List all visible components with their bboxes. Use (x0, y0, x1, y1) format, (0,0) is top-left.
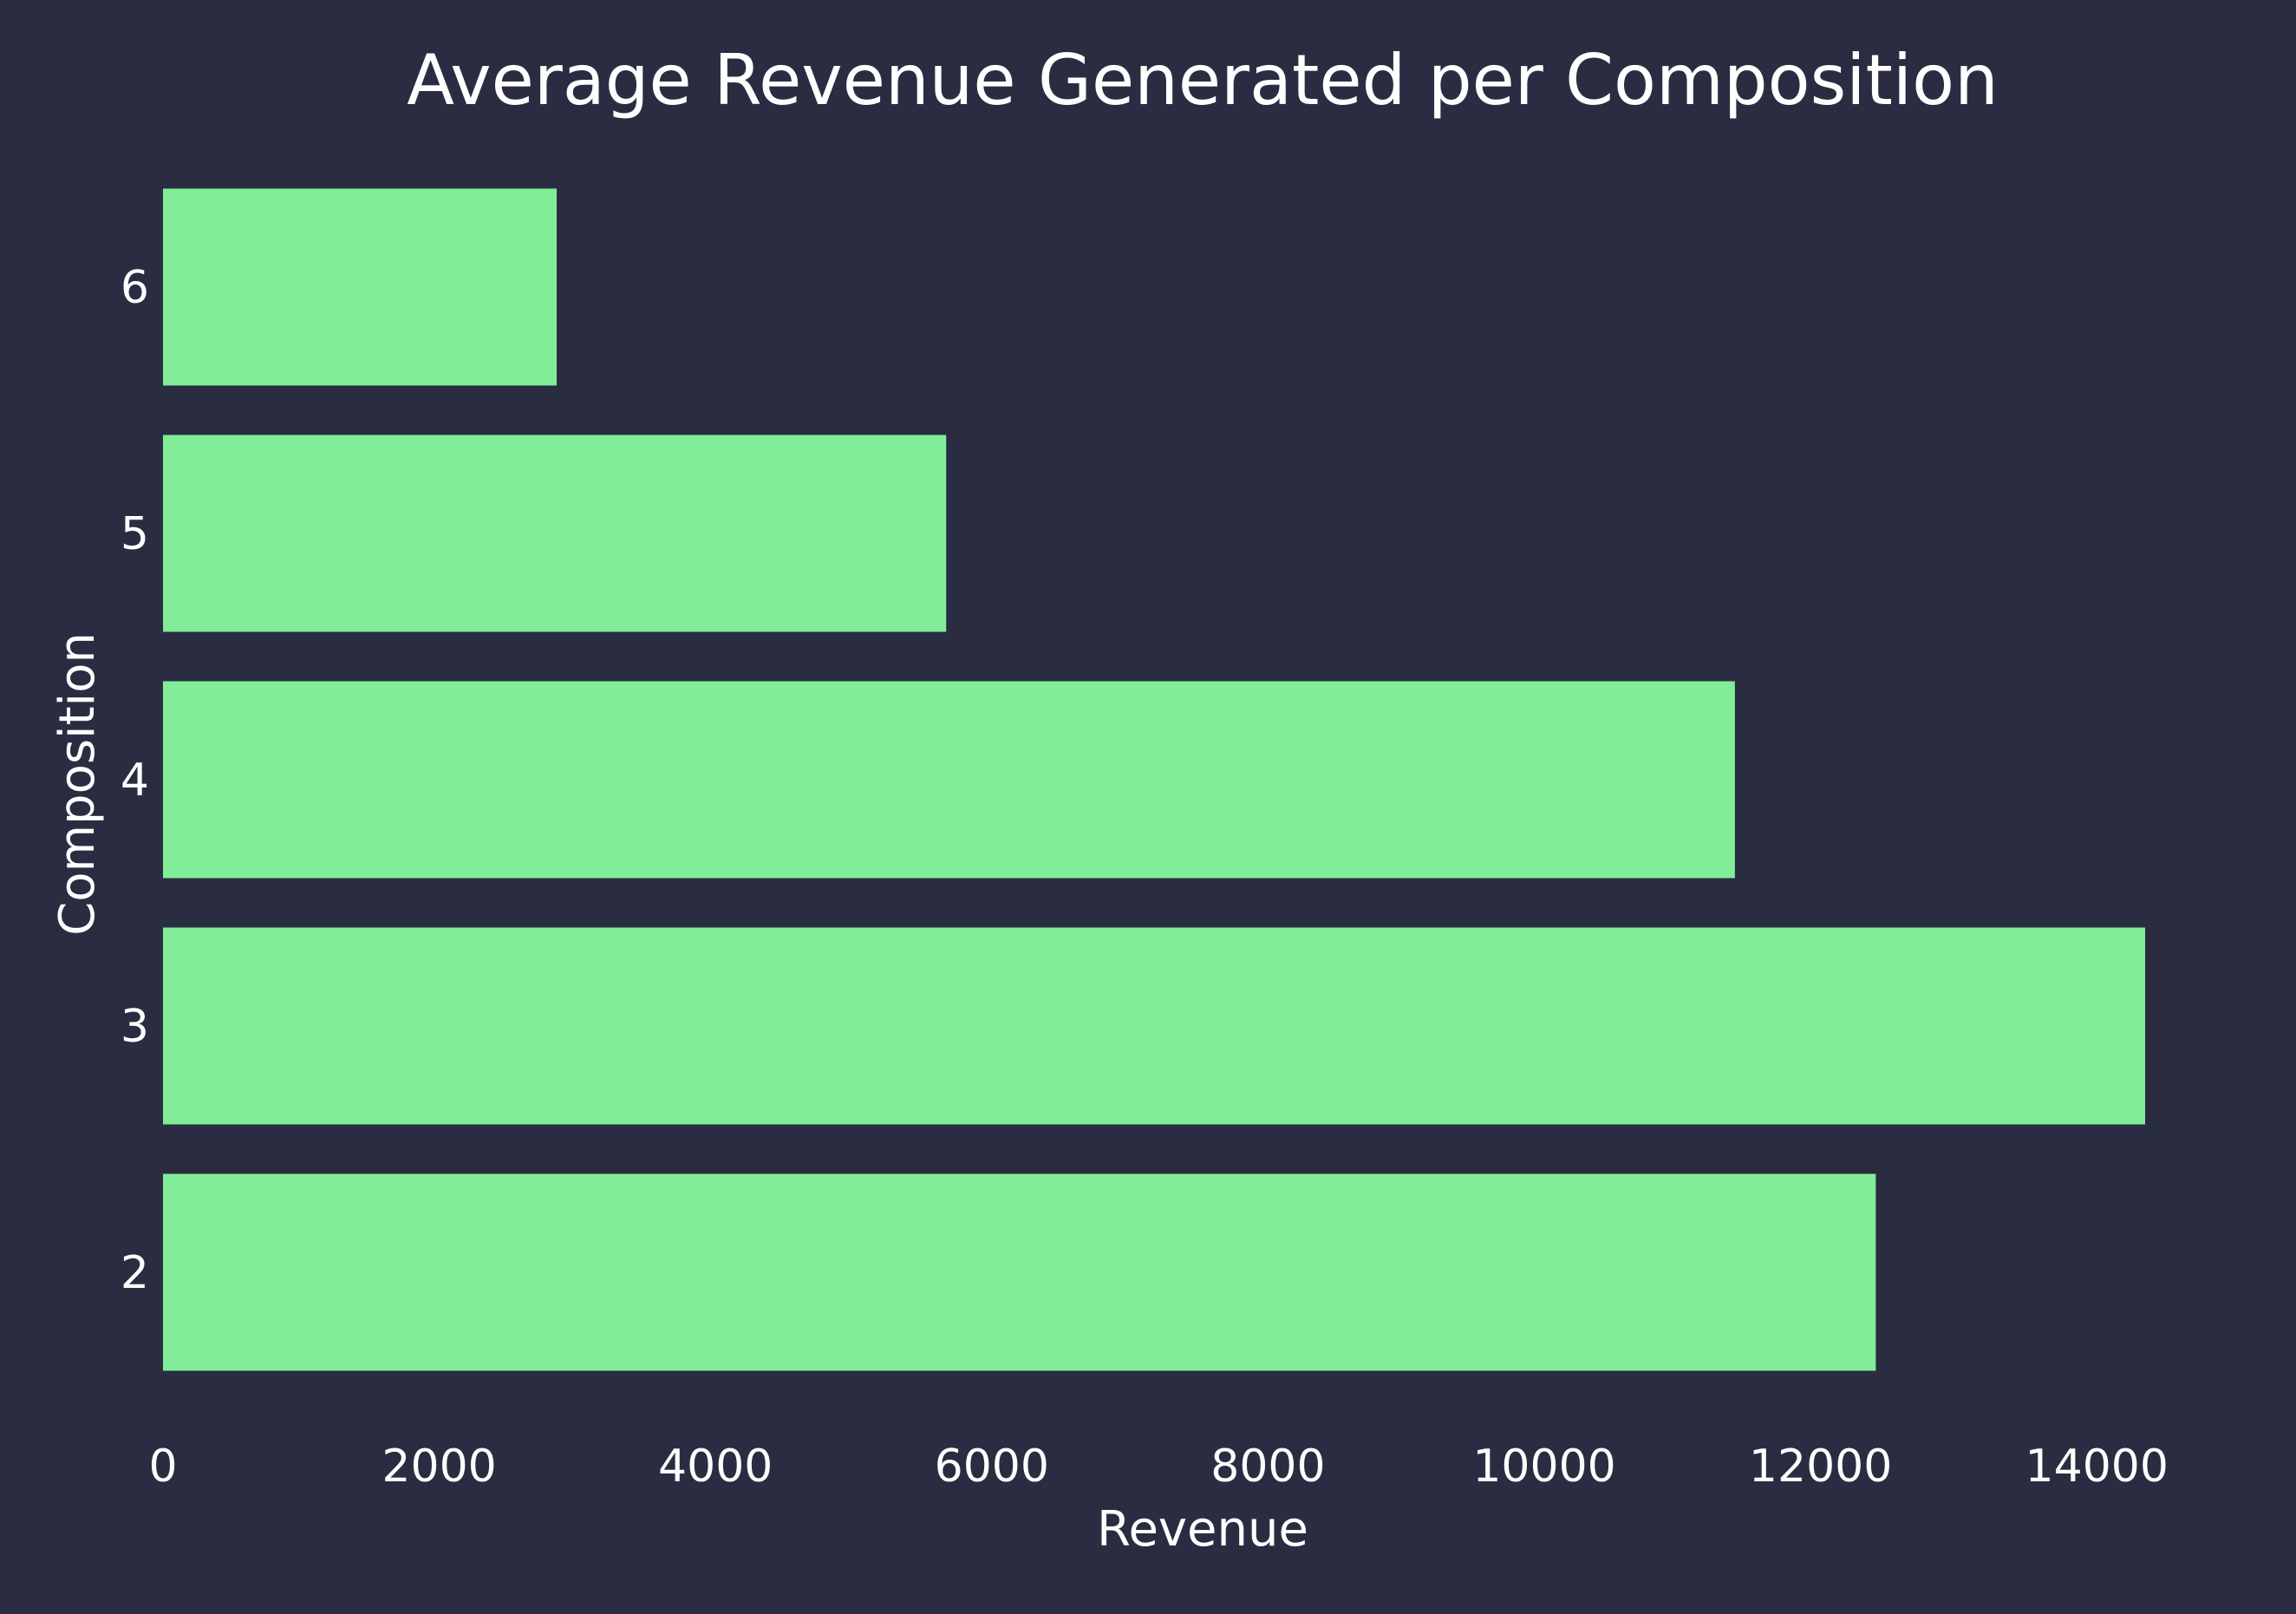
y-tick-label: 6 (121, 262, 149, 314)
x-tick-label: 4000 (658, 1441, 773, 1493)
x-tick-label: 0 (148, 1441, 177, 1493)
bar-composition-3 (163, 927, 2145, 1125)
bar-composition-2 (163, 1173, 1876, 1371)
y-tick-label: 2 (121, 1247, 149, 1299)
bar-composition-5 (163, 435, 947, 632)
y-tick-label: 3 (121, 1001, 149, 1053)
y-axis-label: Composition (49, 632, 106, 936)
y-tick-labels: 2 3 4 5 6 (121, 262, 149, 1299)
x-tick-label: 12000 (1749, 1441, 1892, 1493)
bar-composition-6 (163, 188, 558, 386)
x-tick-labels: 0 2000 4000 6000 8000 10000 12000 14000 (148, 1441, 2169, 1493)
y-tick-label: 4 (121, 755, 149, 807)
y-tick-label: 5 (121, 508, 149, 560)
bars-group (163, 188, 2145, 1371)
x-tick-label: 8000 (1210, 1441, 1325, 1493)
x-tick-label: 10000 (1472, 1441, 1615, 1493)
x-tick-label: 14000 (2025, 1441, 2169, 1493)
x-tick-label: 6000 (935, 1441, 1049, 1493)
bar-composition-4 (163, 681, 1735, 879)
x-tick-label: 2000 (382, 1441, 496, 1493)
x-axis-label: Revenue (1097, 1501, 1308, 1558)
chart-title: Average Revenue Generated per Compositio… (407, 40, 1999, 121)
